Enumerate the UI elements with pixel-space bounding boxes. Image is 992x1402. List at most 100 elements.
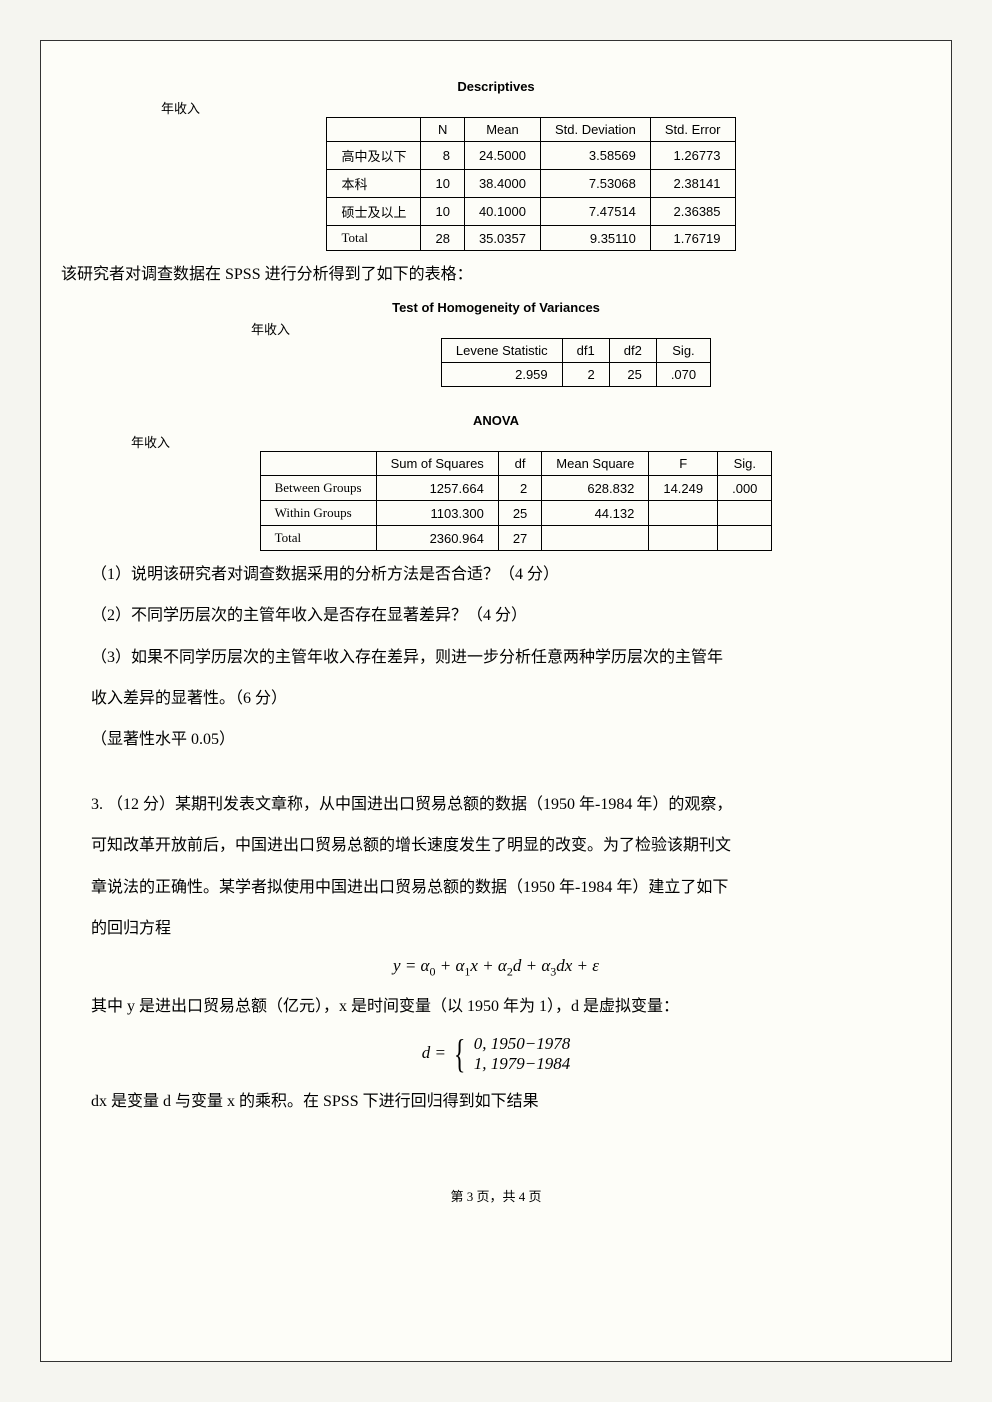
homogeneity-block: 年收入 Levene Statistic df1 df2 Sig. 2.959 … (251, 319, 901, 387)
cell: 高中及以下 (327, 142, 421, 170)
cell: 2 (562, 363, 609, 387)
cell: .000 (718, 476, 772, 501)
cell: 2360.964 (376, 526, 498, 551)
problem3-line5: 其中 y 是进出口贸易总额（亿元），x 是时间变量（以 1950 年为 1），d… (91, 989, 901, 1024)
piecewise-bot: 1, 1979−1984 (474, 1054, 570, 1073)
homogeneity-table: Levene Statistic df1 df2 Sig. 2.959 2 25… (441, 338, 711, 387)
cell: Within Groups (260, 501, 376, 526)
table-row: 2.959 2 25 .070 (441, 363, 710, 387)
col-header: Sum of Squares (376, 452, 498, 476)
cell: 硕士及以上 (327, 198, 421, 226)
col-header: F (649, 452, 718, 476)
problem3-line2: 可知改革开放前后，中国进出口贸易总额的增长速度发生了明显的改变。为了检验该期刊文 (91, 828, 901, 863)
col-header: Sig. (656, 339, 710, 363)
cell: 40.1000 (464, 198, 540, 226)
col-header: df2 (609, 339, 656, 363)
cell (542, 526, 649, 551)
table-row: 硕士及以上 10 40.1000 7.47514 2.36385 (327, 198, 735, 226)
cell: 1.26773 (650, 142, 735, 170)
descriptives-title: Descriptives (91, 79, 901, 94)
formula-text: y = α0 + α1x + α2d + α3dx + ε (393, 956, 599, 975)
cell: 9.35110 (540, 226, 650, 251)
cell: 2.38141 (650, 170, 735, 198)
problem3-line4: 的回归方程 (91, 911, 901, 946)
page-footer: 第 3 页，共 4 页 (41, 1186, 951, 1219)
piecewise-formula: d = { 0, 1950−1978 1, 1979−1984 (91, 1034, 901, 1074)
cell: 35.0357 (464, 226, 540, 251)
cell: 2.959 (441, 363, 562, 387)
col-header: Levene Statistic (441, 339, 562, 363)
page-container: Descriptives 年收入 N Mean Std. Deviation S… (40, 40, 952, 1362)
cell: 3.58569 (540, 142, 650, 170)
cell: 25 (609, 363, 656, 387)
homogeneity-subtitle: 年收入 (251, 319, 901, 338)
cell: 44.132 (542, 501, 649, 526)
col-header: df (498, 452, 541, 476)
cell: 7.47514 (540, 198, 650, 226)
cell: 1.76719 (650, 226, 735, 251)
cell (718, 501, 772, 526)
table-header-row: N Mean Std. Deviation Std. Error (327, 118, 735, 142)
anova-table: Sum of Squares df Mean Square F Sig. Bet… (260, 451, 773, 551)
homogeneity-title: Test of Homogeneity of Variances (91, 300, 901, 315)
piecewise-top: 0, 1950−1978 (474, 1034, 570, 1053)
cell: .070 (656, 363, 710, 387)
table-row: Between Groups 1257.664 2 628.832 14.249… (260, 476, 772, 501)
cell: 27 (498, 526, 541, 551)
cell: 38.4000 (464, 170, 540, 198)
intro-line: 该研究者对调查数据在 SPSS 进行分析得到了如下的表格： (61, 257, 901, 292)
col-header: Std. Error (650, 118, 735, 142)
col-header: Sig. (718, 452, 772, 476)
anova-title: ANOVA (91, 413, 901, 428)
problem3-line1: 3. （12 分）某期刊发表文章称，从中国进出口贸易总额的数据（1950 年-1… (91, 787, 901, 822)
problem3-line3: 章说法的正确性。某学者拟使用中国进出口贸易总额的数据（1950 年-1984 年… (91, 870, 901, 905)
descriptives-table: N Mean Std. Deviation Std. Error 高中及以下 8… (326, 117, 735, 251)
cell: Total (327, 226, 421, 251)
cell: 10 (421, 198, 464, 226)
cell: Total (260, 526, 376, 551)
anova-subtitle: 年收入 (131, 432, 901, 451)
cell (649, 501, 718, 526)
table-row: Total 28 35.0357 9.35110 1.76719 (327, 226, 735, 251)
cell: Between Groups (260, 476, 376, 501)
cell: 7.53068 (540, 170, 650, 198)
cell: 10 (421, 170, 464, 198)
problem3-line6: dx 是变量 d 与变量 x 的乘积。在 SPSS 下进行回归得到如下结果 (91, 1084, 901, 1119)
cell: 1257.664 (376, 476, 498, 501)
col-header: df1 (562, 339, 609, 363)
cell (649, 526, 718, 551)
question-1: （1）说明该研究者对调查数据采用的分析方法是否合适？（4 分） (91, 557, 901, 592)
regression-formula: y = α0 + α1x + α2d + α3dx + ε (91, 956, 901, 979)
cell (718, 526, 772, 551)
cell: 本科 (327, 170, 421, 198)
table-row: 高中及以下 8 24.5000 3.58569 1.26773 (327, 142, 735, 170)
col-header: N (421, 118, 464, 142)
question-2: （2）不同学历层次的主管年收入是否存在显著差异？（4 分） (91, 598, 901, 633)
cell: 24.5000 (464, 142, 540, 170)
descriptives-block: 年收入 N Mean Std. Deviation Std. Error 高中及… (161, 98, 901, 251)
table-header-row: Levene Statistic df1 df2 Sig. (441, 339, 710, 363)
col-header (260, 452, 376, 476)
col-header: Mean (464, 118, 540, 142)
cell: 8 (421, 142, 464, 170)
page-inner: Descriptives 年收入 N Mean Std. Deviation S… (41, 41, 951, 1166)
cell: 1103.300 (376, 501, 498, 526)
cell: 25 (498, 501, 541, 526)
cell: 628.832 (542, 476, 649, 501)
table-row: Within Groups 1103.300 25 44.132 (260, 501, 772, 526)
cell: 14.249 (649, 476, 718, 501)
col-header (327, 118, 421, 142)
cell: 2 (498, 476, 541, 501)
descriptives-subtitle: 年收入 (161, 98, 901, 117)
col-header: Std. Deviation (540, 118, 650, 142)
question-3b: 收入差异的显著性。（6 分） (91, 681, 901, 716)
col-header: Mean Square (542, 452, 649, 476)
question-3a: （3）如果不同学历层次的主管年收入存在差异，则进一步分析任意两种学历层次的主管年 (91, 640, 901, 675)
cell: 28 (421, 226, 464, 251)
cell: 2.36385 (650, 198, 735, 226)
table-header-row: Sum of Squares df Mean Square F Sig. (260, 452, 772, 476)
significance-level: （显著性水平 0.05） (91, 722, 901, 757)
table-row: Total 2360.964 27 (260, 526, 772, 551)
anova-block: 年收入 Sum of Squares df Mean Square F Sig.… (131, 432, 901, 551)
table-row: 本科 10 38.4000 7.53068 2.38141 (327, 170, 735, 198)
